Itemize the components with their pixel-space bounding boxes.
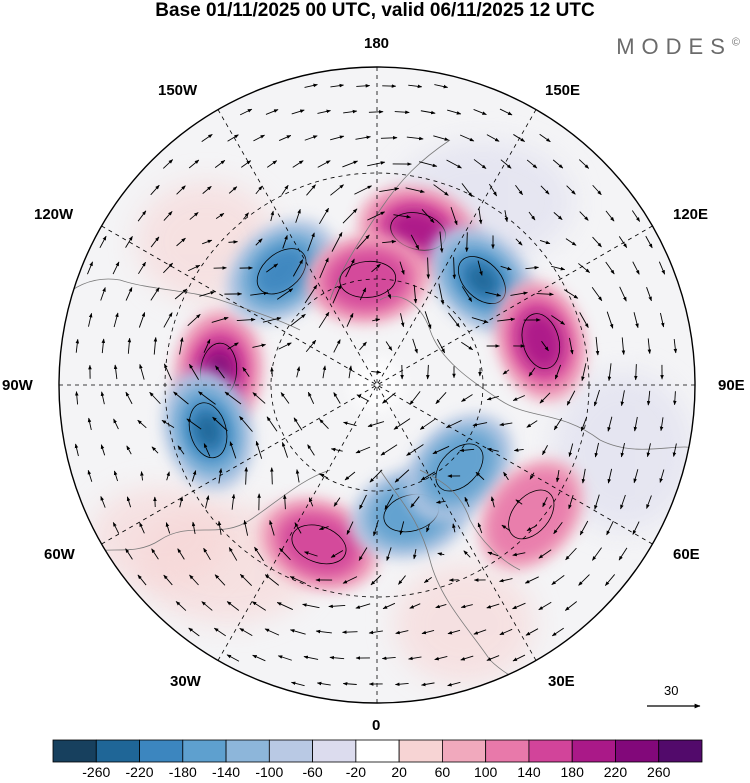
colorbar-tick-label: -260 <box>82 764 111 780</box>
lon-label-150e: 150E <box>545 82 581 99</box>
lon-label-90e: 90E <box>718 377 745 394</box>
colorbar-tick-label: 100 <box>473 764 498 780</box>
colorbar-tick-label: 220 <box>603 764 628 780</box>
anomaly-negative-center-hudson-labrador <box>194 412 222 448</box>
map-title: Base 01/11/2025 00 UTC, valid 06/11/2025… <box>155 0 595 21</box>
colorbar-tick-label: -20 <box>345 764 366 780</box>
lon-label-120w: 120W <box>34 206 74 223</box>
lon-label-30w: 30W <box>170 673 201 690</box>
colorbar-tick-label: -180 <box>168 764 197 780</box>
reference-vector-label: 30 <box>664 683 679 698</box>
colorbar-tick-label: -100 <box>255 764 284 780</box>
lon-label-150w: 150W <box>158 82 198 99</box>
lon-label-120e: 120E <box>673 206 709 223</box>
brand-copyright-mark: © <box>731 36 740 49</box>
lon-label-0: 0 <box>372 717 381 734</box>
anomaly-positive-center-central-siberia <box>519 312 563 370</box>
colorbar-tick-label: -140 <box>212 764 241 780</box>
colorbar-tick-label: -220 <box>125 764 154 780</box>
colorbar-tick-label: 180 <box>560 764 584 780</box>
lon-label-180: 180 <box>364 35 390 52</box>
modes-logo: MODES© <box>616 34 740 60</box>
colorbar-tick-label: -60 <box>302 764 323 780</box>
anomaly-positive-center-west-siberia <box>488 468 575 561</box>
graticule <box>59 67 695 703</box>
brand-text: MODES <box>616 34 732 59</box>
anomaly-positive-center-north-atlantic <box>280 514 358 575</box>
colorbar-tick-label: 260 <box>647 764 671 780</box>
lon-label-90w: 90W <box>2 377 33 394</box>
lon-label-60w: 60W <box>44 546 75 563</box>
map-border <box>58 66 696 704</box>
lon-label-60e: 60E <box>673 546 700 563</box>
colorbar-tick-label: 140 <box>517 764 541 780</box>
wind-vectors <box>74 83 678 687</box>
colorbar-tick-label: 60 <box>434 764 451 780</box>
lon-label-30e: 30E <box>548 673 575 690</box>
colorbar-tick-label: 20 <box>391 764 407 780</box>
anomaly-negative-center-kamchatka <box>466 264 498 296</box>
